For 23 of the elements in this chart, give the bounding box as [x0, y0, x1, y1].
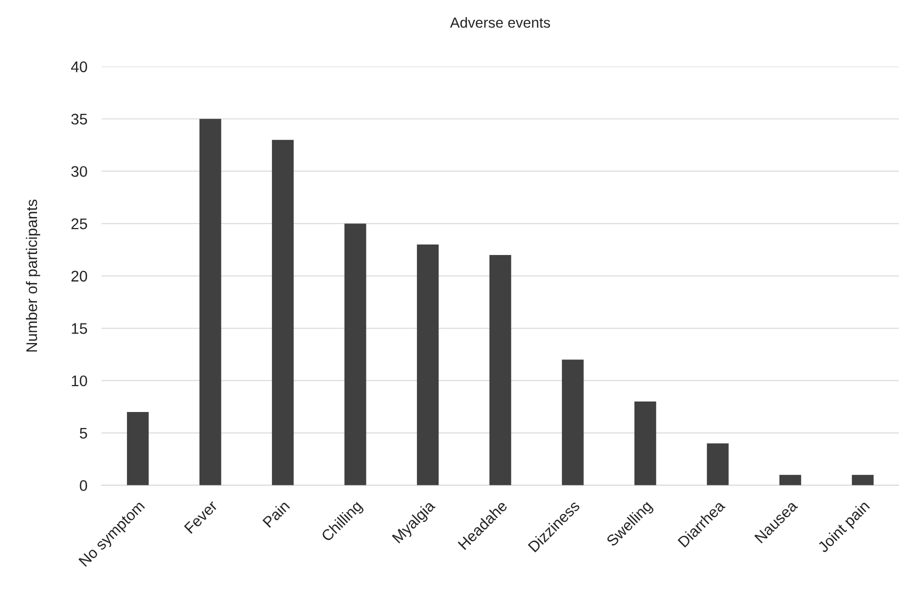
- y-tick-label: 35: [71, 114, 88, 125]
- bar: [706, 443, 729, 486]
- bar: [416, 244, 439, 486]
- x-tick-label: Pain: [262, 500, 290, 528]
- bar: [634, 402, 656, 486]
- bar: [779, 474, 802, 486]
- y-tick-label: 25: [71, 218, 88, 230]
- bar: [344, 224, 366, 486]
- y-tick-label: 20: [71, 270, 88, 282]
- y-tick-label: 10: [72, 375, 88, 386]
- bar: [126, 412, 149, 486]
- y-tick-label: 30: [71, 166, 88, 177]
- y-tick-label: 15: [72, 323, 88, 334]
- chart-title: Adverse events: [450, 17, 550, 28]
- bar: [852, 474, 874, 486]
- y-tick-label: 40: [71, 61, 88, 72]
- y-tick-label: 5: [80, 428, 88, 439]
- y-tick-label: 0: [80, 480, 88, 491]
- bar: [489, 254, 512, 486]
- bar: [272, 140, 294, 486]
- bar: [199, 118, 222, 486]
- y-axis-title: Number of participants: [26, 200, 40, 352]
- bar: [562, 360, 584, 486]
